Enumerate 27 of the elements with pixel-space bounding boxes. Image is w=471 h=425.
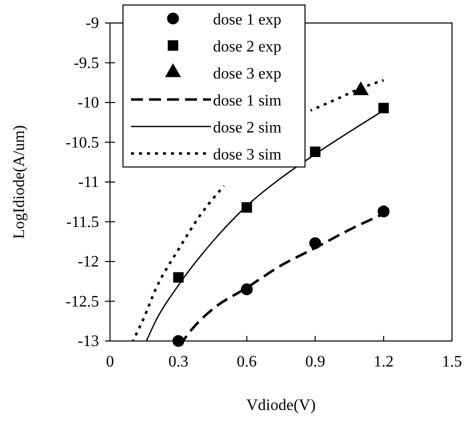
point bbox=[172, 335, 184, 347]
legend-label: dose 1 exp bbox=[213, 12, 282, 28]
legend-label: dose 1 sim bbox=[213, 92, 282, 110]
x-tick-label: 0.6 bbox=[236, 353, 257, 370]
legend-label: dose 2 sim bbox=[213, 120, 282, 136]
y-axis-title: LogIdiode(A/um) bbox=[11, 125, 28, 239]
y-tick-label: -12 bbox=[78, 254, 99, 271]
y-tick-label: -10.5 bbox=[66, 134, 99, 152]
legend-label: dose 2 exp bbox=[213, 38, 282, 56]
x-axis-title: Vdiode(V) bbox=[246, 397, 316, 414]
x-tick-label: 1.5 bbox=[442, 353, 462, 370]
point bbox=[378, 102, 389, 114]
y-tick-label: -10 bbox=[78, 94, 99, 112]
point bbox=[378, 206, 390, 218]
legend-label: dose 3 sim bbox=[213, 146, 282, 164]
legend-label: dose 3 exp bbox=[213, 66, 282, 82]
y-tick-label: -11 bbox=[78, 174, 99, 192]
y-tick-label: -9.5 bbox=[74, 54, 99, 72]
y-tick-label: -13 bbox=[78, 333, 99, 350]
y-tick-label: -11.5 bbox=[66, 214, 99, 231]
x-tick-label: 1.2 bbox=[374, 353, 394, 370]
y-tick-label: -12.5 bbox=[66, 293, 99, 310]
x-tick-label: 0.3 bbox=[168, 353, 188, 370]
x-tick-label: 0 bbox=[106, 353, 114, 370]
point bbox=[173, 272, 184, 283]
x-tick-label: 0.9 bbox=[305, 353, 326, 370]
y-tick-label: -9 bbox=[86, 15, 99, 32]
